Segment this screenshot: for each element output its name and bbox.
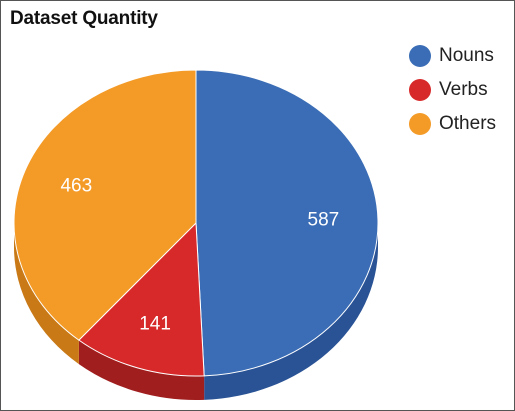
legend-label-verbs: Verbs [439, 79, 488, 100]
legend: Nouns Verbs Others [409, 39, 496, 141]
pie-side-nouns [204, 223, 378, 400]
legend-item-nouns[interactable]: Nouns [409, 39, 496, 73]
pie-slice-nouns[interactable] [195, 69, 379, 377]
chart-title: Dataset Quantity [10, 8, 158, 29]
pie-side-verbs [78, 340, 205, 400]
data-label-nouns: 587 [308, 210, 340, 231]
data-label-others: 463 [60, 175, 92, 196]
pie-side-others [14, 223, 79, 365]
legend-swatch-verbs [409, 79, 431, 101]
legend-item-others[interactable]: Others [409, 107, 496, 141]
pie-slice-verbs[interactable] [78, 221, 205, 377]
legend-item-verbs[interactable]: Verbs [409, 73, 496, 107]
legend-swatch-others [409, 113, 431, 135]
data-label-verbs: 141 [139, 313, 171, 334]
legend-swatch-nouns [409, 45, 431, 67]
legend-label-nouns: Nouns [439, 45, 494, 66]
pie-slice-others[interactable] [13, 69, 197, 341]
legend-label-others: Others [439, 113, 497, 134]
